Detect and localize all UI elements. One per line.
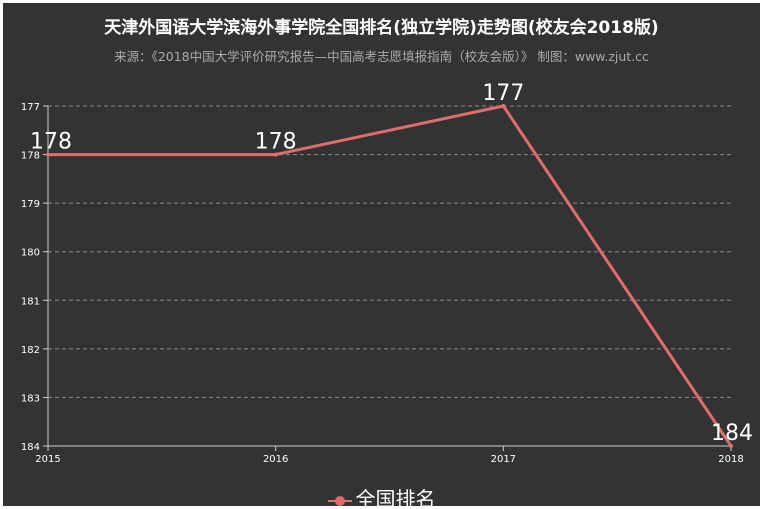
data-point[interactable] <box>46 152 50 157</box>
x-tick-label: 2018 <box>718 454 743 465</box>
chart-title: 天津外国语大学滨海外事学院全国排名(独立学院)走势图(校友会2018版) <box>104 18 659 38</box>
data-point[interactable] <box>501 104 506 108</box>
data-label: 178 <box>30 130 72 155</box>
x-tick-label: 2015 <box>35 454 60 465</box>
y-tick-label: 183 <box>21 393 40 404</box>
data-point[interactable] <box>273 152 278 157</box>
data-label: 178 <box>255 130 297 155</box>
legend-swatch <box>327 494 352 507</box>
y-tick-label: 177 <box>21 102 40 113</box>
legend-label: 全国排名 <box>355 487 436 506</box>
y-tick-label: 179 <box>21 199 40 210</box>
y-tick-label: 180 <box>21 248 40 259</box>
data-label: 184 <box>711 421 753 446</box>
y-tick-label: 182 <box>21 345 40 356</box>
series-line <box>48 104 733 447</box>
y-tick-label: 178 <box>21 151 40 162</box>
data-point[interactable] <box>729 444 733 448</box>
y-tick-label: 184 <box>21 442 40 453</box>
y-tick-label: 181 <box>21 296 40 307</box>
chart-frame: 天津外国语大学滨海外事学院全国排名(独立学院)走势图(校友会2018版) 来源：… <box>3 3 760 506</box>
legend[interactable]: 全国排名 <box>3 483 760 506</box>
x-tick-label: 2016 <box>263 454 288 465</box>
data-label: 177 <box>482 81 524 106</box>
x-tick-label: 2017 <box>491 454 516 465</box>
chart-subtitle: 来源：《2018中国大学评价研究报告—中国高考志愿填报指南（校友会版）》 制图：… <box>114 49 649 64</box>
